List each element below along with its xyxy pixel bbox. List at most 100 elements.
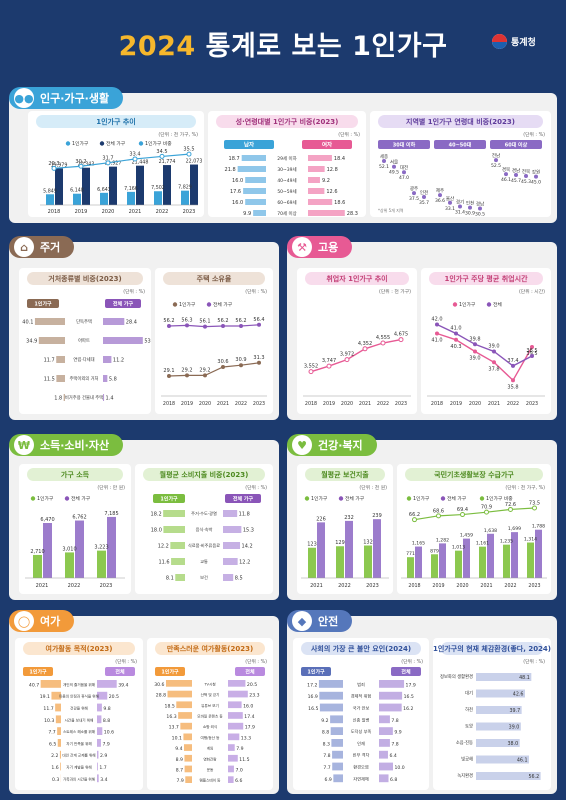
x-tick: 2023 <box>100 583 113 589</box>
employed-point <box>380 340 386 346</box>
bar-label: 39.7 <box>509 708 520 714</box>
bar-total <box>97 727 103 735</box>
category-label: 게임 <box>207 746 214 751</box>
point-label: 66.2 <box>409 512 420 518</box>
bar-total <box>103 375 108 382</box>
bar-single <box>318 680 343 688</box>
bar-label: 17.6 <box>230 189 241 195</box>
point-label: 39.0 <box>488 344 499 350</box>
ownership-point <box>239 324 243 328</box>
bar-label: 16.3 <box>166 714 176 720</box>
x-tick: 2021 <box>36 583 49 589</box>
bar-single <box>180 722 192 730</box>
panel-safety-feel: 1인가구의 현재 체감환경(좋다, 2024) (단위 : %) 정보화의 생활환경… <box>433 638 551 790</box>
panel-ownership: 주택 소유율 (단위 : %) 1인가구 전체 가구 56.2 56.3 56.1 56.2 5… <box>155 268 273 414</box>
bar-label: 7.8 <box>391 718 398 724</box>
x-tick: 2018 <box>408 583 420 589</box>
group-label: 1인가구 <box>160 496 178 503</box>
ownership-point <box>203 324 207 329</box>
bar-label: 12.2 <box>239 560 250 566</box>
region-name: 광주 <box>410 185 418 192</box>
point-share <box>78 163 84 169</box>
x-tick: 2020 <box>456 583 468 589</box>
point-label: 29.2 <box>181 367 192 373</box>
point-share <box>436 513 441 519</box>
point-share <box>484 509 489 515</box>
x-tick: 2023 <box>395 401 407 407</box>
region-point <box>402 170 406 175</box>
legend-swatch <box>206 302 212 307</box>
hours-line <box>436 323 533 367</box>
ownership-point <box>221 365 225 369</box>
bar-total <box>228 690 248 698</box>
bar-total <box>228 722 244 730</box>
chart-title-pill <box>305 272 409 285</box>
bar-female <box>308 199 333 205</box>
bar-label: 11.5 <box>44 377 55 383</box>
bar-label: 7,166 <box>124 186 138 192</box>
bar-single <box>183 733 192 741</box>
bar-label: 771 <box>406 551 415 557</box>
bar-single <box>55 703 61 712</box>
bar-label: 6,643 <box>97 187 111 193</box>
legend-label: 전체 가구 <box>345 495 365 502</box>
ownership-point <box>257 322 261 327</box>
bar-label: 3.4 <box>100 777 107 783</box>
taegeuk-logo-icon <box>492 34 507 49</box>
category-label: 40~49세 <box>277 177 296 184</box>
group-tag <box>225 494 261 503</box>
x-tick: 2021 <box>217 401 229 407</box>
category-label: 식료품·비주류음료 <box>188 542 220 549</box>
legend-swatch <box>64 496 70 501</box>
panel-work-hours: 1인가구 주당 평균 취업시간 (단위 : 시간) 1인가구 전체 41.0 40.3 39… <box>421 268 551 414</box>
bar-label: 1,013 <box>452 545 465 551</box>
chart-ownership: 주택 소유율 (단위 : %) 1인가구 전체 가구 56.2 56.3 56.1 56.2 5… <box>161 272 267 407</box>
chart-title-pill <box>441 642 543 655</box>
bar-label: 22,073 <box>186 159 203 165</box>
bar-total <box>136 165 144 205</box>
ownership-point <box>257 360 261 365</box>
section-safety: ◆ 안전 사회의 가장 큰 불안 요인(2024) (단위 : %) 1인가구 전체 범죄… <box>287 610 557 794</box>
bar-single <box>55 715 61 724</box>
category-label: 유튜브 보기 <box>201 703 219 708</box>
bar-total <box>103 318 125 325</box>
legend-label: 전체 가구 <box>447 495 467 502</box>
chart-title-pill <box>405 468 543 481</box>
legend-label: 1인가구 <box>72 140 89 147</box>
x-tick: 2022 <box>507 401 519 407</box>
x-tick: 2022 <box>156 209 169 215</box>
bar-total <box>97 691 108 700</box>
bar-label: 6,148 <box>70 188 84 194</box>
x-tick: 2022 <box>235 401 247 407</box>
bar-single <box>167 690 192 698</box>
bar-total <box>107 516 116 578</box>
bar-label: 18.7 <box>229 156 240 162</box>
section-header-employment: ⚒ 고용 <box>287 236 353 258</box>
feel-bar <box>476 673 532 681</box>
region-name: 전남 <box>492 152 500 159</box>
point-share <box>159 153 165 159</box>
legend-swatch <box>304 496 310 501</box>
bar-total <box>223 510 238 517</box>
bar-total <box>223 542 241 549</box>
legend-swatch <box>138 141 144 146</box>
point-label: 4,675 <box>394 332 408 338</box>
bar-female <box>308 155 332 161</box>
category-label: 템플스테이 등 <box>200 778 222 783</box>
bar-single <box>178 712 192 719</box>
bar-single <box>319 703 343 712</box>
bar-male <box>241 155 266 161</box>
hours-point <box>435 331 439 336</box>
employed-point <box>362 346 368 352</box>
point-label: 38.5 <box>526 348 537 354</box>
category-label: 소음·진동 <box>456 739 473 746</box>
bar-label: 7.9 <box>102 741 109 747</box>
chart-title-pill <box>27 272 143 285</box>
bar-label: 38.0 <box>508 741 519 747</box>
group-tag <box>27 299 59 308</box>
bar-label: 11.2 <box>113 358 124 364</box>
legend-swatch <box>479 496 485 501</box>
chart-title-pill <box>301 642 421 655</box>
ownership-point <box>239 363 243 368</box>
hours-point <box>473 342 477 347</box>
